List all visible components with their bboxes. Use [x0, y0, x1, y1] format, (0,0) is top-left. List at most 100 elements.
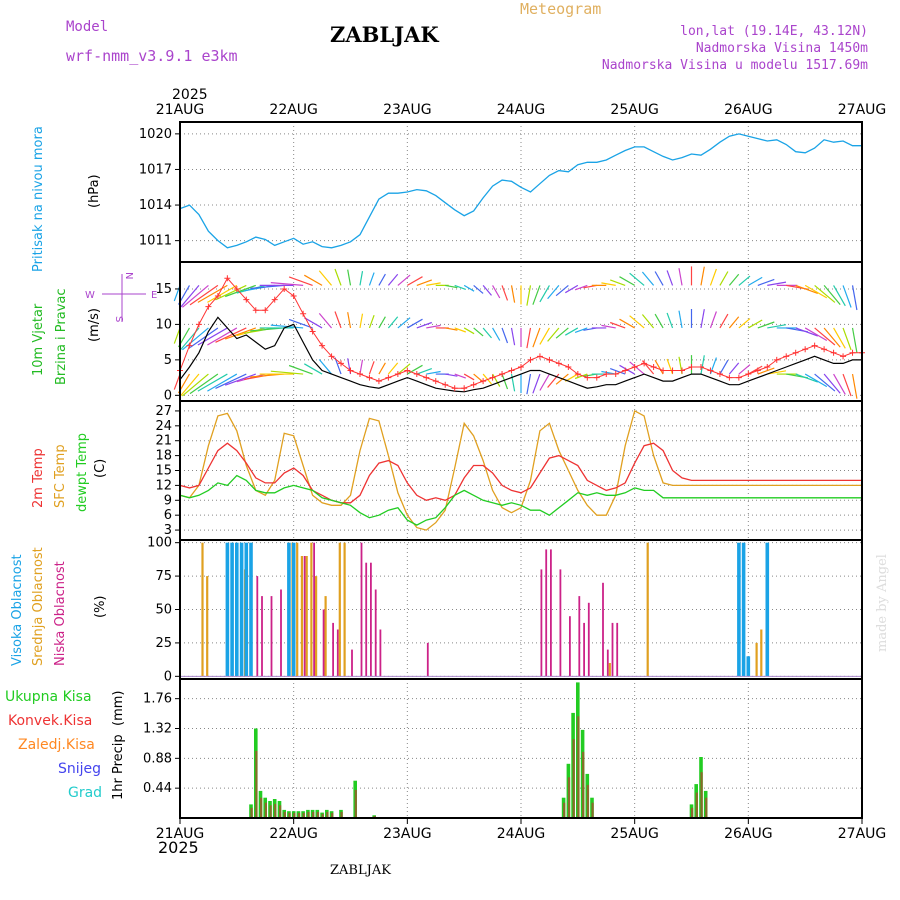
wind-barb: [851, 373, 858, 399]
wind-barb: [407, 318, 423, 329]
wind-barb: [532, 373, 541, 394]
wind-barb: [678, 310, 683, 329]
wind-barb: [215, 327, 247, 343]
cloud-high-bar: [765, 542, 770, 677]
wind-barb: [397, 317, 411, 329]
wind-barb: [182, 373, 209, 397]
wind-barb: [207, 327, 238, 346]
wind-barb: [501, 327, 509, 344]
wind-barb: [482, 285, 492, 296]
wind-barb: [304, 317, 323, 329]
footer-station: ZABLJAK: [330, 863, 391, 878]
wind-barb: [334, 268, 342, 286]
precip-conv-bar: [307, 811, 310, 818]
wind-barb: [804, 373, 828, 388]
cloud-high-bar: [225, 542, 230, 677]
precip-conv-bar: [250, 807, 253, 818]
cloud-low-bar: [606, 649, 609, 677]
cloud-low-bar: [616, 622, 619, 677]
wind-barb: [473, 284, 484, 294]
wind-gust-marker: [574, 371, 581, 378]
cloud-low-bar: [256, 576, 259, 677]
wind-barb: [416, 279, 433, 286]
xtick-bottom-label: 25AUG: [610, 826, 659, 842]
cloud-high-bar: [741, 542, 746, 677]
precip-conv-bar: [572, 739, 575, 818]
wind-gust-marker: [281, 285, 288, 292]
wind-barb: [180, 373, 200, 396]
sfc-temp-series: [179, 409, 862, 531]
wind-gust-marker: [470, 381, 477, 388]
xtick-top-label: 25AUG: [610, 102, 659, 118]
wind-barb: [629, 272, 645, 286]
wind-barb: [678, 356, 683, 375]
wind-barb: [189, 284, 219, 306]
compass-legend: N W E S: [85, 272, 157, 322]
wind-barb: [666, 358, 674, 375]
cloud-low-bar: [578, 596, 581, 677]
wind-barb: [842, 373, 852, 397]
compass-s: S: [113, 316, 124, 322]
pressure-ylabel: Pritisak na nivou mora: [31, 126, 46, 272]
wind-barb: [547, 285, 560, 300]
wind-barb: [288, 364, 313, 375]
wind-barb: [795, 373, 819, 383]
wind-barb: [445, 284, 458, 289]
product-title: Meteogram: [520, 0, 602, 18]
wind-gust-marker: [290, 293, 297, 300]
wind-barb: [224, 373, 256, 386]
wind-barb: [189, 373, 219, 395]
wind-gust-marker: [489, 374, 496, 381]
wind-gust-marker: [328, 353, 335, 360]
wind-barb: [748, 319, 763, 329]
wind-barb: [833, 285, 846, 307]
dewpt-series: [179, 474, 862, 526]
wind-barb: [795, 284, 819, 294]
wind-barb: [454, 327, 467, 333]
cloud-low-bar: [280, 589, 282, 677]
wind-gust-marker: [338, 360, 345, 367]
cloud-high-bar: [287, 542, 291, 677]
wind-barb: [270, 370, 304, 375]
model-elevation: Nadmorska Visina u modelu 1517.69m: [601, 58, 868, 73]
precip-ytick-label: 0.88: [143, 751, 172, 766]
wind-ytick-label: 0: [164, 388, 172, 403]
precip-conv-bar: [591, 802, 594, 818]
cloud-low-bar: [587, 602, 590, 677]
wind-gust-marker: [413, 371, 420, 378]
wind-barb: [445, 373, 458, 377]
wind-gust-marker: [593, 374, 600, 381]
precip-ylabel: 1hr Precip: [111, 734, 126, 800]
cloud-low-bar: [270, 596, 273, 677]
wind-barb: [378, 316, 386, 329]
temp-ylabel-2: SFC Temp: [53, 444, 68, 508]
wind-barb: [426, 324, 441, 329]
precip-ytick-label: 1.32: [143, 721, 172, 736]
cloud-ylabel-1: Visoka Oblacnost: [10, 554, 25, 666]
cloud-low-bar: [559, 569, 562, 677]
wind-gust-marker: [735, 374, 742, 381]
wind-barb: [709, 311, 717, 329]
cloud-low-bar: [303, 556, 306, 677]
cloud-ytick-label: 0: [164, 669, 172, 684]
wind-barb: [757, 367, 775, 375]
cloud-ytick-label: 25: [155, 636, 172, 651]
wind-barb: [526, 373, 532, 395]
page-title: ZABLJAK: [330, 22, 439, 47]
wind-gust-marker: [679, 367, 686, 374]
precip-ytick-label: 1.76: [143, 692, 172, 707]
wind-barb: [700, 266, 705, 286]
wind-barb: [347, 269, 352, 286]
wind-gust-marker: [347, 367, 354, 374]
wind-barb: [407, 276, 423, 286]
wind-barb: [215, 373, 247, 389]
wind-barb: [654, 359, 664, 375]
xtick-top-label: 24AUG: [497, 102, 546, 118]
wind-barb: [492, 327, 501, 341]
wind-gust-marker: [697, 363, 704, 370]
wind-barb: [224, 284, 256, 298]
wind-gust-marker: [660, 367, 667, 374]
wind-gust-marker: [451, 385, 458, 392]
cloud-low-bar: [332, 622, 334, 677]
wind-barb: [842, 285, 852, 308]
